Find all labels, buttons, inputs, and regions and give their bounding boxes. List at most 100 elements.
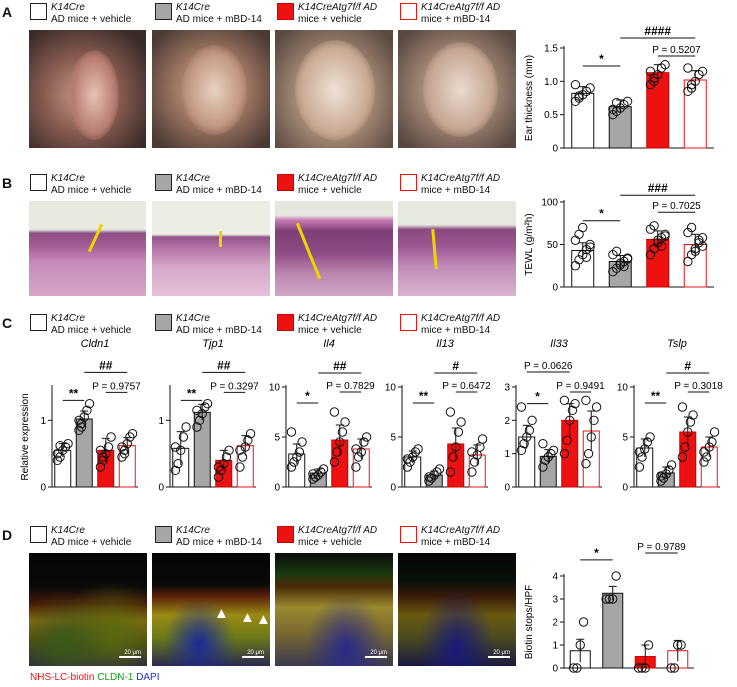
data-point [548, 445, 559, 456]
data-point [351, 444, 361, 454]
data-point [701, 452, 712, 462]
data-point [58, 445, 68, 456]
data-point [538, 438, 548, 449]
ear-photo-1 [29, 30, 146, 148]
data-point [213, 472, 224, 482]
significance-label: P = 0.7829 [326, 381, 375, 392]
legend-line-treatment: mice + vehicle [298, 537, 362, 548]
data-point [640, 663, 650, 673]
y-tick-label: 0 [552, 144, 558, 155]
legend-swatch-open-red [400, 526, 417, 543]
y-axis-label: Biotin stops/HPF [524, 585, 535, 659]
data-point [192, 422, 202, 432]
legend-swatch-red [277, 314, 294, 331]
data-point [686, 222, 697, 233]
data-point [467, 467, 477, 477]
data-point [683, 427, 693, 437]
legend-swatch-red [277, 174, 294, 191]
data-point [645, 224, 656, 234]
stain-label-dapi: DAPI [136, 672, 160, 683]
data-point [289, 457, 299, 467]
significance-label: #### [644, 24, 671, 38]
legend-line-genotype: K14Cre [176, 525, 210, 536]
y-tick-label: 100 [541, 198, 558, 209]
significance-label: ** [651, 389, 661, 403]
data-point [351, 462, 361, 472]
chart-a: Ear thickness (mm) 0 0.5 1.0 1.5 * #### P = 0.5… [524, 24, 714, 155]
data-point [76, 418, 87, 429]
legend-item: K14CreAtg7f/f AD mice + vehicle [277, 313, 377, 337]
legend-swatch-white [30, 314, 47, 331]
data-point [178, 432, 189, 442]
data-point [559, 395, 570, 406]
data-point [601, 594, 611, 604]
data-point [55, 452, 65, 462]
legend-swatch-open-red [400, 174, 417, 191]
data-point [221, 452, 232, 462]
data-point [445, 467, 456, 477]
significance-label: ** [419, 389, 429, 403]
data-point [640, 444, 650, 454]
legend-line-treatment: AD mice + mBD-14 [176, 14, 262, 25]
data-point [519, 438, 529, 449]
data-point [666, 663, 676, 673]
data-point [709, 427, 720, 437]
data-point [666, 460, 677, 470]
data-point [74, 415, 84, 426]
y-tick-label: 5 [622, 433, 628, 444]
data-point [310, 472, 321, 482]
y-tick-label: 0 [40, 483, 46, 494]
data-point [122, 438, 132, 449]
legend-line-genotype: K14CreAtg7f/f AD [421, 173, 501, 184]
significance-label: P = 0.3297 [210, 381, 259, 392]
y-tick-label: 2 [552, 618, 558, 629]
data-point [660, 231, 670, 241]
significance-label: P = 0.9789 [637, 542, 686, 553]
legend-item: K14Cre AD mice + mBD-14 [155, 525, 262, 549]
significance-label: P = 0.3018 [674, 381, 723, 392]
data-point [453, 427, 464, 437]
y-tick-label: 0 [552, 664, 558, 675]
data-point [619, 261, 629, 272]
y-axis-label: Ear thickness (mm) [524, 55, 535, 141]
data-point [424, 476, 434, 486]
data-point [224, 445, 234, 456]
chart-c-il33: Il33 0 1 2 3 * P = 0.0626 P = 0.9491 [504, 338, 605, 494]
data-point [649, 221, 659, 231]
data-point [335, 437, 345, 447]
data-point [704, 442, 714, 452]
y-tick-label: 1.5 [544, 44, 558, 55]
data-point [125, 432, 135, 442]
panel-letter-d: D [2, 527, 13, 543]
data-point [286, 462, 297, 472]
data-point [516, 402, 527, 412]
data-point [656, 476, 666, 486]
data-point [477, 434, 488, 444]
fluorescence-2: ▲ ▲ ▲ 20 μm [152, 553, 270, 666]
y-tick-label: 1.0 [544, 77, 558, 88]
legend-item: K14CreAtg7f/f AD mice + vehicle [277, 2, 377, 26]
y-tick-label: 0 [274, 483, 280, 494]
legend-item: K14Cre AD mice + vehicle [30, 525, 131, 549]
y-tick-label: 3 [504, 383, 510, 394]
data-point [524, 425, 535, 436]
data-point [697, 66, 708, 77]
data-point [685, 417, 696, 427]
significance-label: ## [99, 358, 113, 372]
y-tick-label: 50 [547, 240, 559, 251]
scale-bar-label: 20 μm [370, 650, 387, 656]
legend-item: K14CreAtg7f/f AD mice + mBD-14 [400, 2, 500, 26]
bar [75, 418, 93, 488]
data-point [676, 640, 686, 650]
y-tick-label: 10 [385, 383, 397, 394]
legend-swatch-gray [155, 3, 172, 20]
data-point [76, 422, 87, 432]
data-point [645, 432, 655, 442]
data-point [243, 435, 253, 446]
data-point [119, 448, 130, 459]
y-tick-label: 1 [158, 416, 164, 427]
data-point [707, 437, 717, 447]
data-point [101, 448, 111, 459]
legend-line-treatment: AD mice + mBD-14 [176, 185, 262, 196]
data-point [562, 435, 572, 446]
